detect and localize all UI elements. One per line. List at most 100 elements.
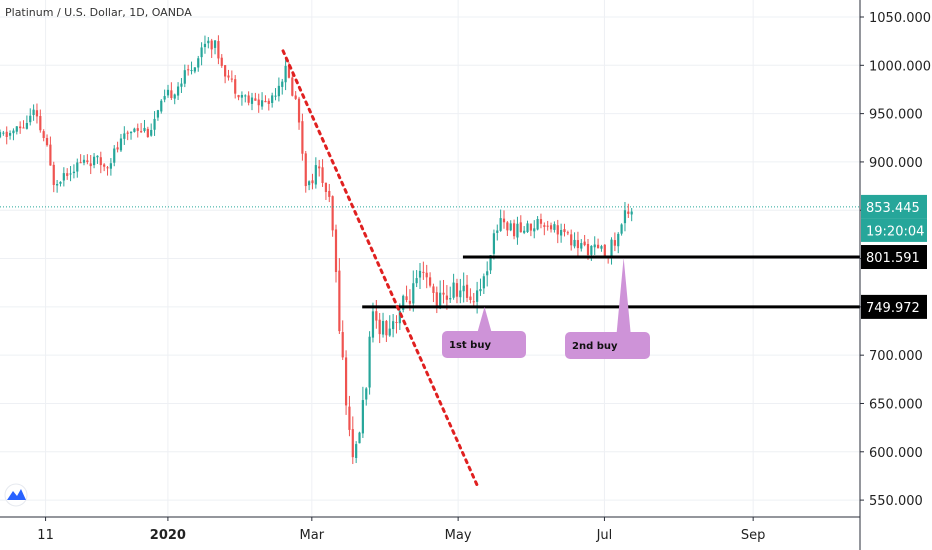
candle-body-149 bbox=[499, 218, 502, 231]
candle-body-48 bbox=[160, 100, 163, 112]
candle-body-145 bbox=[486, 271, 489, 276]
y-tick-label-3: 900.000 bbox=[869, 156, 923, 171]
candle-body-103 bbox=[344, 357, 348, 406]
candle-body-18 bbox=[59, 181, 62, 184]
candle-body-102 bbox=[341, 332, 344, 358]
candle-body-5 bbox=[15, 126, 18, 132]
candle-body-96 bbox=[321, 167, 324, 183]
candle-body-20 bbox=[66, 173, 69, 176]
candle-body-34 bbox=[113, 148, 116, 163]
candle-body-167 bbox=[560, 229, 563, 236]
candle-body-109 bbox=[365, 388, 368, 400]
candle-body-134 bbox=[449, 298, 452, 300]
callout-box-2 bbox=[565, 332, 650, 359]
candle-body-89 bbox=[297, 98, 301, 123]
candle-body-79 bbox=[264, 100, 267, 103]
callout-pointer-2 bbox=[616, 257, 631, 333]
candle-body-44 bbox=[146, 128, 149, 138]
candle-body-111 bbox=[371, 311, 375, 338]
candle-body-187 bbox=[627, 211, 630, 214]
price-tags: 853.445 19:20:04 801.591 749.972 bbox=[861, 194, 927, 319]
candle-body-157 bbox=[526, 223, 529, 233]
candle-body-121 bbox=[405, 296, 408, 300]
candle-body-90 bbox=[301, 121, 304, 154]
candle-body-53 bbox=[176, 86, 180, 96]
candle-body-74 bbox=[247, 95, 250, 103]
level-tag-1-bg bbox=[861, 294, 927, 319]
candle-body-92 bbox=[308, 181, 311, 186]
candle-body-164 bbox=[549, 225, 553, 230]
candle-body-147 bbox=[492, 233, 496, 254]
candle-body-177 bbox=[593, 244, 596, 248]
candle-body-19 bbox=[62, 173, 65, 181]
candles bbox=[0, 35, 633, 465]
y-tick-label-1: 1000.000 bbox=[869, 59, 931, 74]
last-price-tag: 853.445 bbox=[866, 201, 920, 216]
candle-body-61 bbox=[203, 43, 207, 48]
candle-body-82 bbox=[274, 95, 277, 97]
candle-body-43 bbox=[143, 127, 146, 131]
candle-body-158 bbox=[529, 223, 532, 231]
candle-body-106 bbox=[355, 444, 358, 458]
candle-body-30 bbox=[99, 157, 102, 166]
candle-body-36 bbox=[119, 138, 123, 151]
candle-body-37 bbox=[123, 133, 126, 139]
candle-body-139 bbox=[465, 284, 469, 298]
candle-body-180 bbox=[603, 244, 606, 257]
candle-body-160 bbox=[536, 218, 539, 230]
candle-body-184 bbox=[617, 233, 620, 247]
candle-body-117 bbox=[392, 321, 395, 330]
candle-body-50 bbox=[166, 89, 170, 96]
candle-body-129 bbox=[432, 286, 435, 293]
candle-body-9 bbox=[29, 115, 32, 123]
candle-body-17 bbox=[56, 184, 59, 186]
candle-body-110 bbox=[368, 336, 371, 388]
candle-body-144 bbox=[482, 276, 485, 289]
candle-body-2 bbox=[5, 131, 8, 138]
candle-body-77 bbox=[257, 99, 260, 106]
candle-body-87 bbox=[291, 77, 294, 96]
candle-body-39 bbox=[129, 131, 133, 134]
candle-body-14 bbox=[45, 137, 49, 146]
candle-body-38 bbox=[126, 132, 129, 134]
candle-body-142 bbox=[476, 290, 479, 302]
candle-body-51 bbox=[170, 90, 173, 99]
candle-body-26 bbox=[86, 160, 89, 163]
candle-body-54 bbox=[180, 83, 183, 87]
countdown-tag: 19:20:04 bbox=[866, 224, 924, 239]
candle-body-63 bbox=[210, 40, 213, 50]
candle-body-127 bbox=[425, 272, 428, 278]
candle-body-71 bbox=[237, 95, 240, 98]
candle-body-21 bbox=[69, 173, 72, 175]
candle-body-23 bbox=[76, 162, 79, 172]
candle-body-4 bbox=[12, 130, 15, 134]
y-tick-label-10: 550.000 bbox=[869, 494, 923, 509]
trendline-line[interactable] bbox=[281, 49, 479, 488]
candle-body-156 bbox=[523, 230, 526, 233]
candle-body-13 bbox=[42, 131, 45, 139]
candle-body-70 bbox=[234, 79, 237, 94]
chart-title: Platinum / U.S. Dollar, 1D, OANDA bbox=[5, 6, 192, 19]
trendline bbox=[281, 49, 479, 488]
callout-2[interactable]: 2nd buy bbox=[565, 257, 650, 359]
grid bbox=[0, 0, 860, 517]
candle-body-155 bbox=[519, 222, 522, 233]
candle-body-150 bbox=[502, 218, 506, 223]
candle-body-174 bbox=[583, 241, 586, 246]
candle-body-176 bbox=[590, 245, 593, 255]
candle-body-136 bbox=[455, 283, 459, 297]
candle-body-33 bbox=[109, 163, 112, 169]
candle-body-168 bbox=[563, 229, 566, 233]
candle-body-35 bbox=[116, 147, 119, 150]
candle-body-40 bbox=[133, 128, 136, 132]
candle-body-137 bbox=[459, 290, 462, 298]
callout-1[interactable]: 1st buy bbox=[442, 306, 526, 358]
candle-body-88 bbox=[294, 95, 297, 99]
candle-body-172 bbox=[576, 240, 580, 249]
last-price-tag-bg bbox=[861, 194, 927, 219]
tradingview-logo-icon[interactable] bbox=[4, 483, 28, 507]
callout-label-1: 1st buy bbox=[449, 340, 491, 351]
candle-body-185 bbox=[620, 224, 623, 234]
